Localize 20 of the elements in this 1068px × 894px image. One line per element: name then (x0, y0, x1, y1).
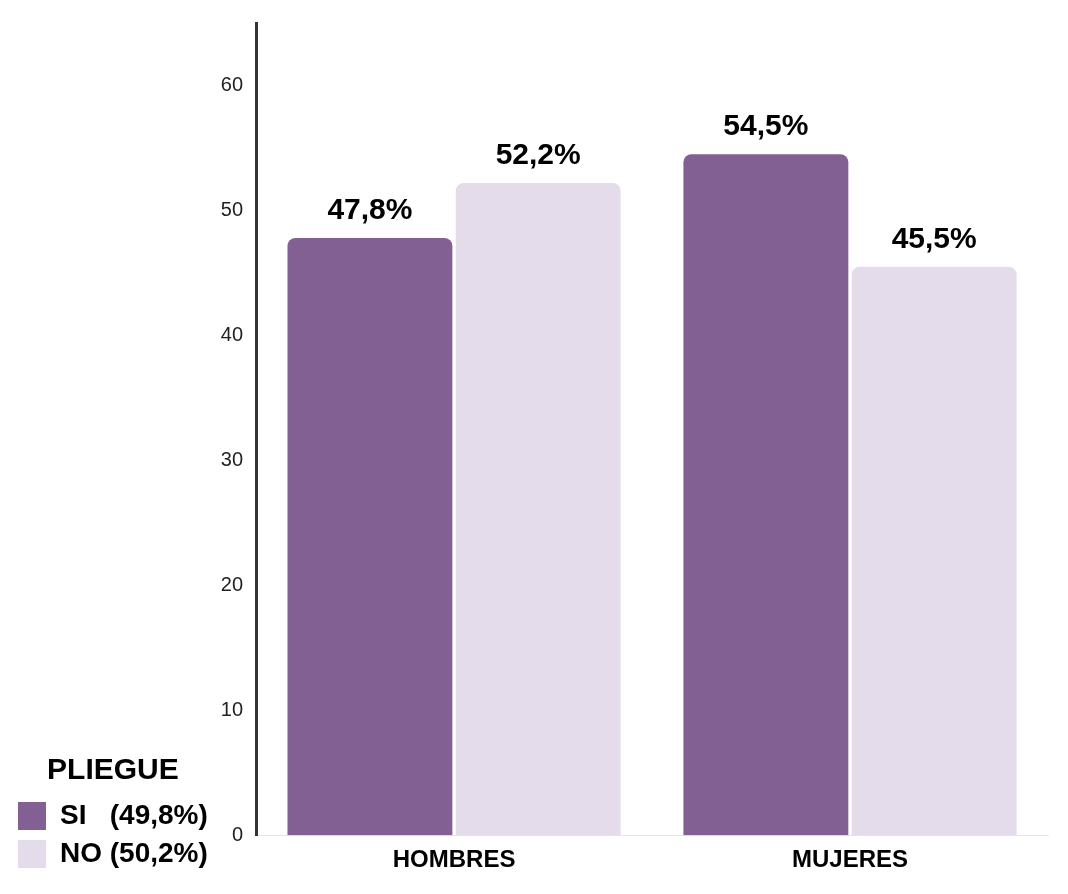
data-label: 45,5% (891, 220, 977, 254)
data-label: 47,8% (327, 192, 413, 226)
data-label: 52,2% (495, 137, 581, 171)
bar (851, 266, 1017, 836)
y-tick-label: 20 (220, 572, 244, 595)
bar (287, 237, 453, 836)
data-label: 54,5% (723, 108, 809, 142)
legend-title: PLIEGUE (47, 752, 179, 786)
bar (683, 154, 849, 836)
legend-label: SI (49,8%) (60, 798, 208, 830)
y-tick-label: 10 (220, 697, 244, 720)
bar (455, 182, 621, 836)
x-tick-label: HOMBRES (392, 845, 516, 873)
y-tick-label: 50 (220, 197, 244, 220)
legend-label: NO (50,2%) (60, 836, 208, 868)
x-tick-label: MUJERES (792, 845, 909, 873)
y-tick-label: 40 (220, 322, 244, 345)
y-tick-label: 0 (231, 822, 244, 845)
y-tick-label: 30 (220, 447, 244, 470)
y-tick-label: 60 (220, 72, 244, 95)
